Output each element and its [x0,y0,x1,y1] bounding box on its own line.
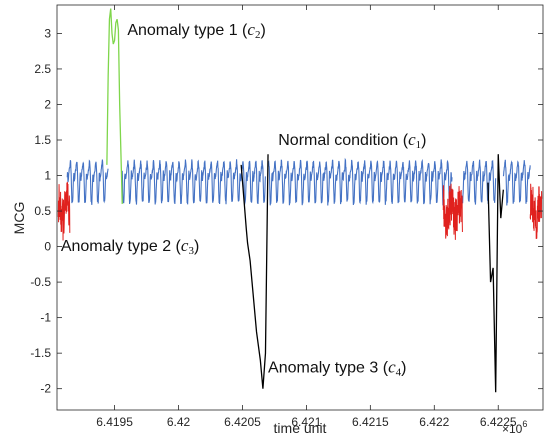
annotations: Anomaly type 1 (c2) Anomaly type 2 (c3) No… [61,20,427,378]
axes: 6.4195 6.42 6.4205 6.421 6.4215 6.422 6.4225 -2… [30,4,544,429]
anomaly-type-3-line [240,154,269,389]
y-tick-label: 3 [44,26,51,40]
anomaly-type-2-line [442,183,463,240]
anomaly-type-3-line [487,154,504,393]
x-tick-label: 6.4195 [96,415,133,429]
normal-series-line [502,159,531,206]
anomaly-type-1-line [106,8,123,204]
x-tick-label: 6.422 [419,415,449,429]
y-tick-label: -1.5 [30,346,51,360]
annotation-label: Anomaly type 1 (c2) [127,20,265,41]
x-tick-label: 6.42 [167,415,191,429]
x-tick-label: 6.4215 [352,415,389,429]
annotation-label: Anomaly type 3 (c4) [268,357,406,378]
x-exponent-power: 6 [522,419,527,429]
y-tick-label: -2 [40,382,51,396]
y-tick-label: 2.5 [34,62,51,76]
x-axis-label: time unit [274,420,327,436]
annotation-label: Normal condition (c1) [278,130,426,151]
y-tick-label: 0.5 [34,204,51,218]
x-tick-label: 6.4205 [224,415,261,429]
normal-series-line [267,157,453,206]
anomaly-type-2-line [529,183,543,239]
plot-area [57,8,543,393]
anomaly-type-2-line [57,181,71,241]
y-tick-label: 1.5 [34,133,51,147]
y-tick-label: 1 [44,169,51,183]
normal-series-line [66,159,109,205]
annotation-label: Anomaly type 2 (c3) [61,236,199,257]
x-exponent-label: ×106 [502,419,527,436]
x-tick-label: 6.421 [291,415,321,429]
normal-series-line [461,159,497,205]
y-tick-label: -1 [40,311,51,325]
y-axis-label: MCG [11,202,27,235]
x-tick-label: 6.4225 [480,415,517,429]
x-exponent-base: ×10 [502,422,523,436]
y-tick-label: 0 [44,240,51,254]
y-tick-label: 2 [44,97,51,111]
axes-box [56,4,544,411]
y-tick-label: -0.5 [30,275,51,289]
